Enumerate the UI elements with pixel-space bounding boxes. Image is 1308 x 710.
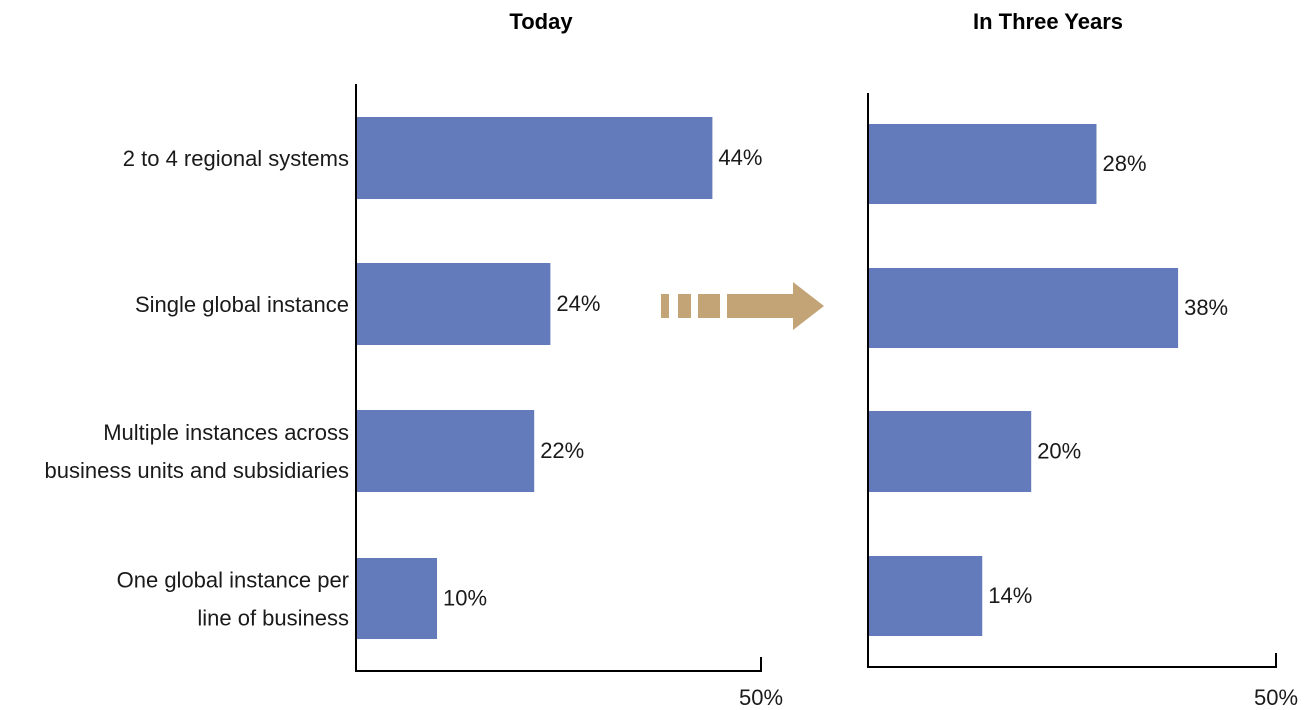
data-label: 10% — [443, 586, 487, 611]
data-label: 22% — [540, 438, 584, 463]
data-label: 20% — [1037, 439, 1081, 464]
arrow-icon — [727, 282, 824, 330]
bar — [868, 556, 983, 636]
chart-title: In Three Years — [973, 9, 1123, 34]
bar — [356, 263, 551, 345]
bar — [356, 410, 535, 492]
bar — [868, 124, 1097, 204]
category-label: Multiple instances across business units … — [44, 420, 349, 483]
axis-line — [867, 93, 1277, 668]
data-label: 38% — [1184, 295, 1228, 320]
data-label: 24% — [556, 291, 600, 316]
data-label: 44% — [718, 145, 762, 170]
category-label: One global instance per line of business — [117, 568, 349, 631]
data-label: 14% — [988, 583, 1032, 608]
bar — [868, 268, 1179, 348]
category-label: 2 to 4 regional systems — [123, 146, 349, 171]
tick-label: 50% — [739, 685, 783, 710]
bar — [356, 558, 437, 639]
arrow-dash — [678, 294, 691, 318]
data-label: 28% — [1102, 151, 1146, 176]
bar — [356, 117, 713, 199]
chart-title: Today — [509, 9, 573, 34]
bar — [868, 411, 1032, 492]
arrow-dash — [698, 294, 720, 318]
arrow-dash — [661, 294, 669, 318]
category-label: Single global instance — [135, 292, 349, 317]
tick-label: 50% — [1254, 685, 1298, 710]
axis-line — [355, 84, 762, 672]
